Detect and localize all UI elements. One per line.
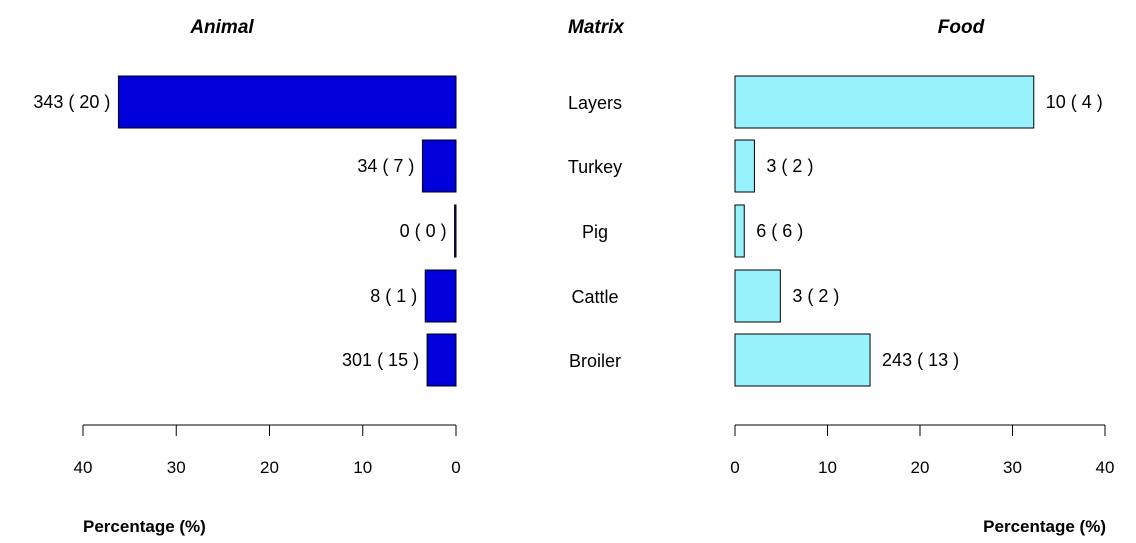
animal-bar-turkey (421, 139, 457, 193)
category-label-broiler: Broiler (569, 351, 621, 371)
animal-tick-label: 40 (74, 458, 93, 477)
food-panel-title: Food (938, 17, 985, 38)
animal-bars: 343 ( 20 ) 34 ( 7 ) 0 ( 0 ) 8 ( 1 ) 301 ( 15… (33, 75, 457, 387)
food-tick-label: 20 (911, 458, 930, 477)
food-tick-label: 30 (1003, 458, 1022, 477)
food-bar-turkey (734, 139, 755, 193)
animal-tick-label: 20 (260, 458, 279, 477)
category-label-layers: Layers (568, 93, 622, 113)
food-bar-label-broiler: 243 ( 13 ) (882, 350, 959, 370)
food-bar-broiler (734, 333, 871, 387)
category-label-turkey: Turkey (568, 157, 622, 177)
animal-tick-label: 0 (451, 458, 460, 477)
animal-tick-label: 30 (167, 458, 186, 477)
animal-bar-label-broiler: 301 ( 15 ) (342, 350, 419, 370)
category-label-pig: Pig (582, 222, 608, 242)
animal-bar-label-pig: 0 ( 0 ) (400, 221, 447, 241)
animal-bar-cattle (424, 269, 457, 323)
food-bar-pig (734, 204, 745, 258)
animal-bar-pig (454, 204, 457, 258)
animal-x-axis: 40 30 20 10 0 (74, 424, 461, 477)
category-labels: Layers Turkey Pig Cattle Broiler (568, 93, 622, 371)
food-tick-label: 40 (1096, 458, 1115, 477)
food-x-axis: 0 10 20 30 40 (730, 424, 1115, 477)
animal-panel-title: Animal (189, 17, 254, 38)
food-bar-cattle (734, 269, 781, 323)
food-tick-label: 0 (730, 458, 739, 477)
animal-tick-label: 10 (353, 458, 372, 477)
animal-bar-broiler (426, 333, 457, 387)
food-x-axis-title: Percentage (%) (983, 517, 1106, 536)
food-tick-label: 10 (818, 458, 837, 477)
animal-bar-label-turkey: 34 ( 7 ) (357, 156, 414, 176)
food-bar-label-pig: 6 ( 6 ) (756, 221, 803, 241)
animal-x-axis-title: Percentage (%) (83, 517, 206, 536)
animal-bar-label-layers: 343 ( 20 ) (33, 92, 110, 112)
food-bar-label-layers: 10 ( 4 ) (1046, 92, 1103, 112)
matrix-title: Matrix (568, 17, 625, 38)
category-label-cattle: Cattle (571, 287, 618, 307)
food-bar-label-cattle: 3 ( 2 ) (792, 286, 839, 306)
food-bars: 10 ( 4 ) 3 ( 2 ) 6 ( 6 ) 3 ( 2 ) 243 ( 13 ) (734, 75, 1103, 387)
animal-bar-layers (117, 75, 457, 129)
food-bar-layers (734, 75, 1035, 129)
food-bar-label-turkey: 3 ( 2 ) (766, 156, 813, 176)
animal-bar-label-cattle: 8 ( 1 ) (370, 286, 417, 306)
